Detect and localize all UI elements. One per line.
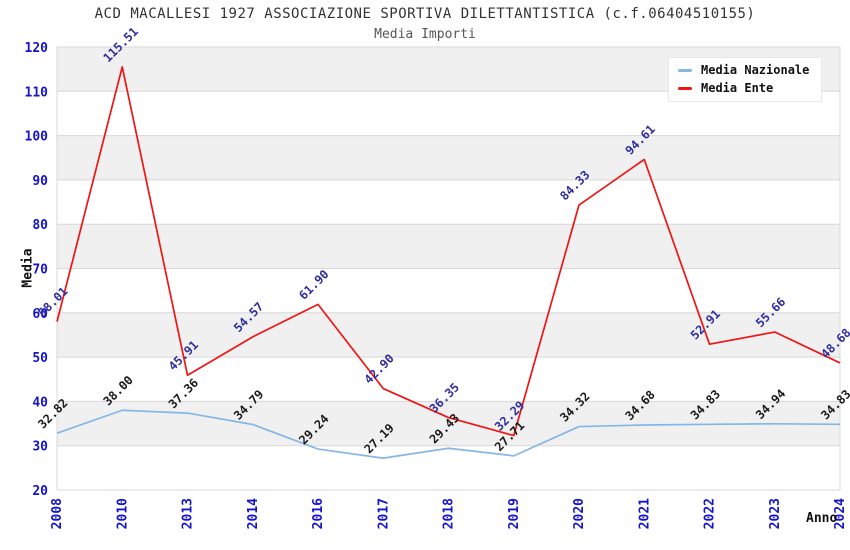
legend-label: Media Ente [701,81,774,95]
x-tick-label: 2010 [115,498,130,529]
y-tick-label: 120 [25,41,49,56]
y-tick-label: 70 [32,263,48,278]
legend-item-media-ente: Media Ente [678,81,809,95]
series-line-media-ente [56,66,841,437]
x-tick-label: 2020 [572,498,587,529]
y-tick-label: 40 [32,395,48,410]
legend-line-icon [678,86,692,90]
plot-band [57,135,840,180]
x-tick-label: 2017 [376,498,391,529]
y-tick-label: 100 [25,130,49,145]
series-line-media-nazionale [56,409,841,459]
y-tick-label: 110 [25,85,49,100]
y-axis-title: Media [20,248,36,288]
plot-band [57,224,840,269]
plot-band [57,312,840,358]
x-tick-label: 2022 [703,498,718,529]
legend: Media Nazionale Media Ente [668,57,823,102]
data-point-label: 61.90 [296,267,331,302]
y-tick-label: 60 [32,307,48,322]
legend-line-icon [678,68,692,72]
x-tick-label: 2014 [246,498,261,529]
x-tick-label: 2018 [442,498,457,529]
legend-label: Media Nazionale [701,63,810,77]
x-tick-label: 2016 [311,498,326,529]
x-tick-label: 2024 [833,498,848,529]
y-tick-label: 80 [32,218,48,233]
y-tick-label: 90 [32,174,48,189]
y-tick-label: 20 [32,484,48,499]
x-tick-label: 2021 [637,498,652,529]
y-tick-label: 50 [32,351,48,366]
legend-item-media-nazionale: Media Nazionale [678,63,809,77]
x-tick-label: 2013 [181,498,196,529]
x-axis-title: Anno [806,511,838,526]
x-tick-label: 2008 [50,498,65,529]
x-tick-label: 2019 [507,498,522,529]
y-tick-label: 30 [32,440,48,455]
x-tick-label: 2023 [768,498,783,529]
chart-subtitle: Media Importi [374,27,476,42]
page-title: ACD MACALLESI 1927 ASSOCIAZIONE SPORTIVA… [94,6,756,22]
